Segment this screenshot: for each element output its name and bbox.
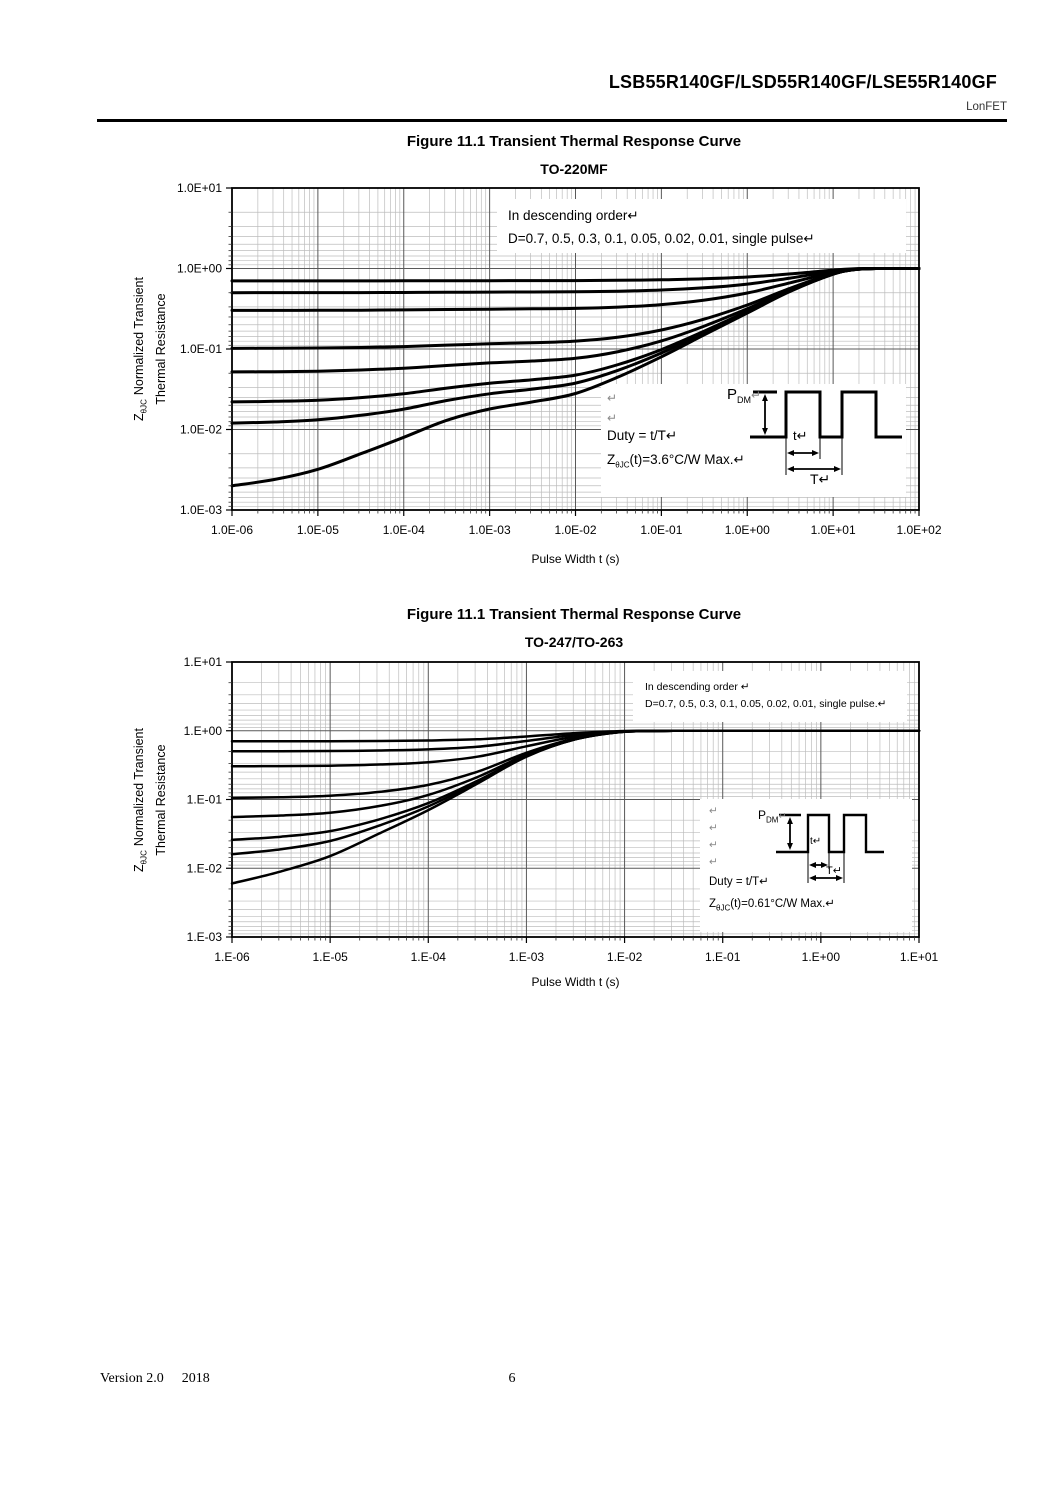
footer-version: Version 2.0 2018 (100, 1371, 210, 1386)
arrowhead (809, 875, 816, 881)
y-tick-label: 1.0E-02 (180, 423, 222, 437)
x-tick-label: 1.E-01 (705, 950, 741, 964)
chart1-x-axis-title: Pulse Width t (s) (531, 552, 620, 566)
x-tick-label: 1.0E+01 (811, 523, 856, 537)
x-tick-label: 1.0E-03 (469, 523, 511, 537)
x-tick-label: 1.0E-06 (211, 523, 253, 537)
arrowhead (787, 466, 794, 472)
arrowhead (787, 817, 793, 824)
y-tick-label: 1.0E-03 (180, 503, 222, 517)
x-tick-label: 1.E+00 (802, 950, 841, 964)
y-tick-label: 1.E-02 (187, 861, 223, 875)
chart1-duty-text: Duty = t/T↵ (607, 428, 678, 443)
arrowhead (762, 394, 768, 401)
chart2-legend-note-line2: D=0.7, 0.5, 0.3, 0.1, 0.05, 0.02, 0.01, … (645, 698, 887, 710)
chart1-return-marks: ↵ ↵ (607, 391, 618, 425)
x-tick-label: 1.E-02 (607, 950, 643, 964)
footer-bar (97, 1359, 1008, 1368)
chart1-t-label: t↵ (793, 428, 808, 443)
chart2-legend-note: In descending order ↵ D=0.7, 0.5, 0.3, 0… (645, 679, 886, 713)
x-tick-label: 1.E-03 (509, 950, 545, 964)
x-tick-label: 1.0E+00 (725, 523, 770, 537)
return-mark-icon: ↵ (751, 388, 762, 402)
chart2-legend-note-line1: In descending order ↵ (645, 681, 750, 693)
arrowhead (762, 428, 768, 435)
arrowhead (787, 843, 793, 850)
brand-label: LonFET (966, 101, 1007, 113)
y-tick-label: 1.0E+00 (177, 262, 222, 276)
chart1-y-axis-title: ZθJCNormalized Transient Thermal Resista… (131, 277, 170, 421)
chart1-y-axis-title-line1: ZθJCNormalized Transient (131, 277, 149, 421)
x-tick-label: 1.0E-05 (297, 523, 339, 537)
chart2-zmax-text: ZθJC(t)=0.61°C/W Max.↵ (709, 898, 835, 913)
arrowhead (821, 862, 828, 868)
chart1-period-label: T↵ (810, 471, 831, 487)
chart1-zmax-text: ZθJC(t)=3.6°C/W Max.↵ (607, 452, 745, 470)
y-tick-label: 1.E+00 (184, 724, 223, 738)
chart2-period-label: T↵ (826, 865, 842, 877)
figure2-subtitle: TO-247/TO-263 (524, 634, 624, 650)
arrowhead (809, 862, 816, 868)
chart2-y-axis-title: ZθJCNormalized Transient Thermal Resista… (131, 728, 170, 872)
curve-D=0.3 (230, 729, 921, 768)
header-rule (97, 119, 1007, 122)
y-tick-label: 1.0E+01 (177, 181, 222, 195)
chart2-t-label: t↵ (810, 836, 822, 847)
chart1-pdm-label: PDM↵ (727, 386, 762, 405)
y-tick-label: 1.E+01 (184, 655, 223, 669)
footer-year: 2018 (181, 1371, 210, 1386)
chart1-legend-note-line1: In descending order↵ (508, 208, 639, 223)
x-tick-label: 1.E-06 (214, 950, 250, 964)
arrowhead (836, 875, 843, 881)
annotation-box (601, 384, 906, 497)
chart1-y-axis-title-line2: Thermal Resistance (153, 293, 168, 405)
x-tick-label: 1.E+01 (900, 950, 939, 964)
x-tick-label: 1.E-05 (312, 950, 348, 964)
arrowhead (834, 466, 841, 472)
figure2-title: Figure 11.1 Transient Thermal Response C… (406, 606, 742, 623)
chart2-return-marks: ↵ ↵ ↵ ↵ (709, 805, 718, 868)
x-tick-label: 1.0E-04 (383, 523, 425, 537)
page-number: 6 (508, 1371, 516, 1386)
x-tick-label: 1.0E-01 (640, 523, 682, 537)
chart2-pdm-label: PDM↵ (758, 808, 787, 825)
x-tick-label: 1.0E+02 (896, 523, 941, 537)
chart2-y-axis-title-line1: ZθJCNormalized Transient (131, 728, 149, 872)
figure1-title: Figure 11.1 Transient Thermal Response C… (406, 133, 742, 150)
y-tick-label: 1.E-01 (187, 793, 223, 807)
arrowhead (787, 450, 794, 456)
return-mark-icon: ↵ (778, 811, 787, 822)
x-tick-label: 1.E-04 (411, 950, 447, 964)
chart2-y-axis-title-line2: Thermal Resistance (153, 744, 168, 856)
figure1-subtitle: TO-220MF (540, 161, 608, 177)
pulse-waveform (776, 813, 884, 854)
curve-single pulse (230, 267, 921, 488)
annotation-box (497, 199, 906, 253)
chart1-legend-note: In descending order↵ D=0.7, 0.5, 0.3, 0.… (508, 204, 815, 250)
chart2-duty-text: Duty = t/T↵ (709, 876, 769, 888)
curve-single pulse (230, 729, 921, 885)
chart2-x-axis-title: Pulse Width t (s) (531, 975, 620, 989)
pulse-waveform (750, 390, 902, 439)
y-tick-label: 1.0E-01 (180, 342, 222, 356)
x-tick-label: 1.0E-02 (554, 523, 596, 537)
arrowhead (812, 450, 819, 456)
annotation-box (700, 799, 912, 932)
document-title: LSB55R140GF/LSD55R140GF/LSE55R140GF (608, 72, 997, 92)
y-tick-label: 1.E-03 (187, 930, 223, 944)
annotation-box (633, 671, 907, 722)
chart1-legend-note-line2: D=0.7, 0.5, 0.3, 0.1, 0.05, 0.02, 0.01, … (508, 231, 815, 246)
